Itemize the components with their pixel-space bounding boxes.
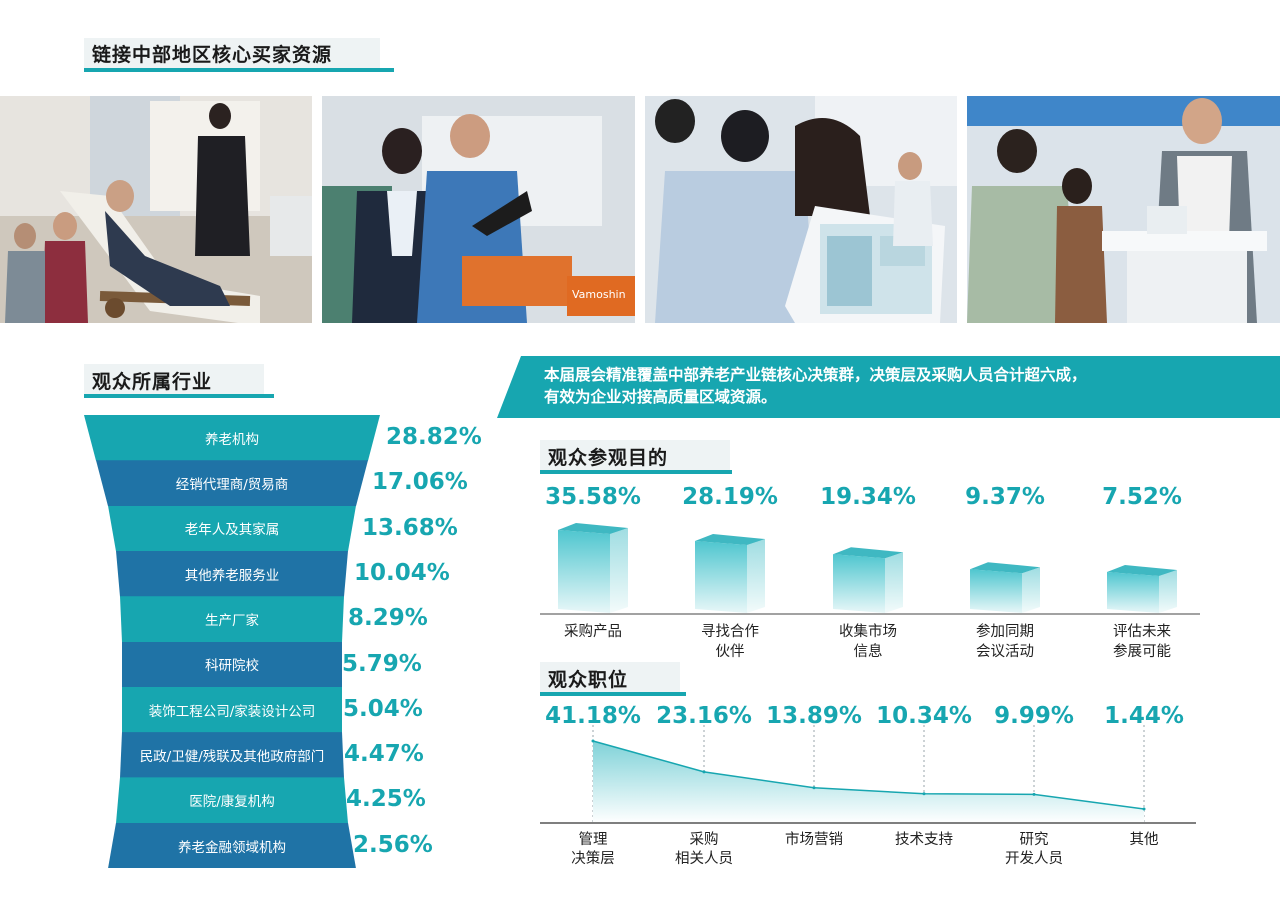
- funnel-row: 其他养老服务业: [116, 550, 348, 597]
- position-value: 10.34%: [876, 703, 972, 729]
- position-title-underline: [540, 692, 686, 696]
- industry-title-bg: [84, 364, 264, 394]
- funnel-row-label: 医院/康复机构: [189, 794, 275, 811]
- purpose-bars-svg: [540, 523, 1200, 615]
- purpose-title-underline: [540, 470, 732, 474]
- position-point: [922, 792, 926, 796]
- expo-photo-bed: [0, 96, 312, 323]
- banner-line-1: 本届展会精准覆盖中部养老产业链核心决策群，决策层及采购人员合计超六成，: [544, 366, 1087, 384]
- funnel-row-label: 其他养老服务业: [184, 567, 280, 584]
- funnel-row-pct: 8.29%: [348, 605, 428, 632]
- position-area: [593, 741, 1144, 823]
- photo-tablet-illustration: [645, 96, 957, 323]
- funnel-row: 科研院校: [122, 641, 342, 688]
- funnel-row-pct: 2.56%: [353, 831, 433, 858]
- page-title-underline: [84, 68, 394, 72]
- purpose-bar: [558, 523, 628, 613]
- purpose-bar-label: 收集市场 信息: [839, 624, 897, 660]
- funnel-row-label: 养老机构: [205, 431, 259, 448]
- purpose-bar-value: 7.52%: [1102, 484, 1182, 510]
- header-title-bg: [84, 38, 380, 68]
- funnel-row: 养老机构: [84, 415, 380, 461]
- position-line: [592, 740, 1145, 810]
- funnel-row: 医院/康复机构: [116, 777, 348, 824]
- position-value: 9.99%: [994, 703, 1074, 729]
- purpose-bar-label: 采购产品: [564, 624, 622, 640]
- funnel-row: 生产厂家: [120, 596, 344, 642]
- funnel-row: 老年人及其家属: [108, 505, 356, 552]
- purpose-bar: [1107, 565, 1177, 613]
- funnel-row-label: 养老金融领域机构: [178, 839, 286, 856]
- purpose-bar: [970, 562, 1040, 613]
- position-point: [591, 739, 595, 743]
- summary-banner-text: 本届展会精准覆盖中部养老产业链核心决策群，决策层及采购人员合计超六成， 有效为企…: [544, 364, 1264, 408]
- funnel-row-pct: 28.82%: [386, 424, 482, 450]
- position-area-svg: [540, 725, 1196, 824]
- position-label: 市场营销: [785, 832, 843, 848]
- purpose-title-bg: [540, 440, 730, 470]
- industry-title-underline: [84, 394, 274, 398]
- funnel-row-label: 经销代理商/贸易商: [175, 477, 289, 494]
- funnel-row-pct: 17.06%: [372, 469, 468, 496]
- position-point: [1032, 792, 1036, 796]
- photo-shoes-illustration: Vamoshin: [322, 96, 635, 323]
- banner-line-2: 有效为企业对接高质量区域资源。: [544, 388, 777, 406]
- photo-device-illustration: [967, 96, 1280, 323]
- position-point: [1142, 807, 1146, 811]
- purpose-title: 观众参观目的: [548, 447, 669, 469]
- page-title: 链接中部地区核心买家资源: [92, 44, 333, 66]
- funnel-row-pct: 5.79%: [342, 650, 422, 677]
- funnel-row-pct: 4.25%: [346, 786, 426, 813]
- position-value: 23.16%: [656, 703, 752, 729]
- position-label: 采购 相关人员: [675, 832, 733, 867]
- purpose-bar: [695, 534, 765, 613]
- position-label: 管理 决策层: [571, 832, 615, 867]
- position-point: [702, 770, 706, 774]
- funnel-row: 经销代理商/贸易商: [96, 460, 368, 507]
- funnel-row: 装饰工程公司/家装设计公司: [122, 686, 342, 733]
- position-label: 研究 开发人员: [1005, 832, 1063, 867]
- purpose-bar-label: 参加同期 会议活动: [976, 624, 1034, 660]
- photo-bed-illustration: [0, 96, 312, 323]
- purpose-bar-value: 9.37%: [965, 484, 1045, 510]
- position-value: 13.89%: [766, 703, 862, 729]
- funnel-row-label: 民政/卫健/残联及其他政府部门: [139, 748, 325, 765]
- purpose-bar-value: 28.19%: [682, 484, 778, 510]
- expo-photo-tablet: [645, 96, 957, 323]
- position-label: 其他: [1129, 832, 1159, 848]
- funnel-row-pct: 10.04%: [354, 559, 450, 586]
- position-value: 1.44%: [1104, 703, 1184, 729]
- purpose-bar-value: 35.58%: [545, 484, 641, 510]
- purpose-bar-value: 19.34%: [820, 484, 916, 510]
- purpose-bar-label: 寻找合作 伙伴: [701, 624, 759, 660]
- funnel-row: 养老金融领域机构: [108, 822, 356, 869]
- position-label: 技术支持: [895, 832, 953, 848]
- funnel-row-label: 生产厂家: [205, 613, 259, 630]
- position-value: 41.18%: [545, 703, 641, 729]
- industry-title: 观众所属行业: [92, 371, 213, 393]
- funnel-row: 民政/卫健/残联及其他政府部门: [120, 732, 344, 778]
- funnel-row-pct: 5.04%: [343, 695, 423, 722]
- funnel-row-pct: 13.68%: [362, 514, 458, 541]
- photo-brand-text: Vamoshin: [572, 288, 626, 301]
- expo-photo-shoes: Vamoshin: [322, 96, 635, 323]
- funnel-row-label: 老年人及其家属: [184, 522, 280, 539]
- position-title-bg: [540, 662, 680, 692]
- summary-banner: [497, 356, 1280, 418]
- funnel-row-pct: 4.47%: [344, 741, 424, 768]
- position-point: [812, 786, 816, 790]
- purpose-bar: [833, 547, 903, 613]
- expo-photo-device: [967, 96, 1280, 323]
- position-title: 观众职位: [548, 669, 629, 691]
- funnel-row-label: 科研院校: [205, 658, 259, 675]
- purpose-bar-label: 评估未来 参展可能: [1113, 624, 1171, 660]
- funnel-row-label: 装饰工程公司/家装设计公司: [148, 703, 316, 720]
